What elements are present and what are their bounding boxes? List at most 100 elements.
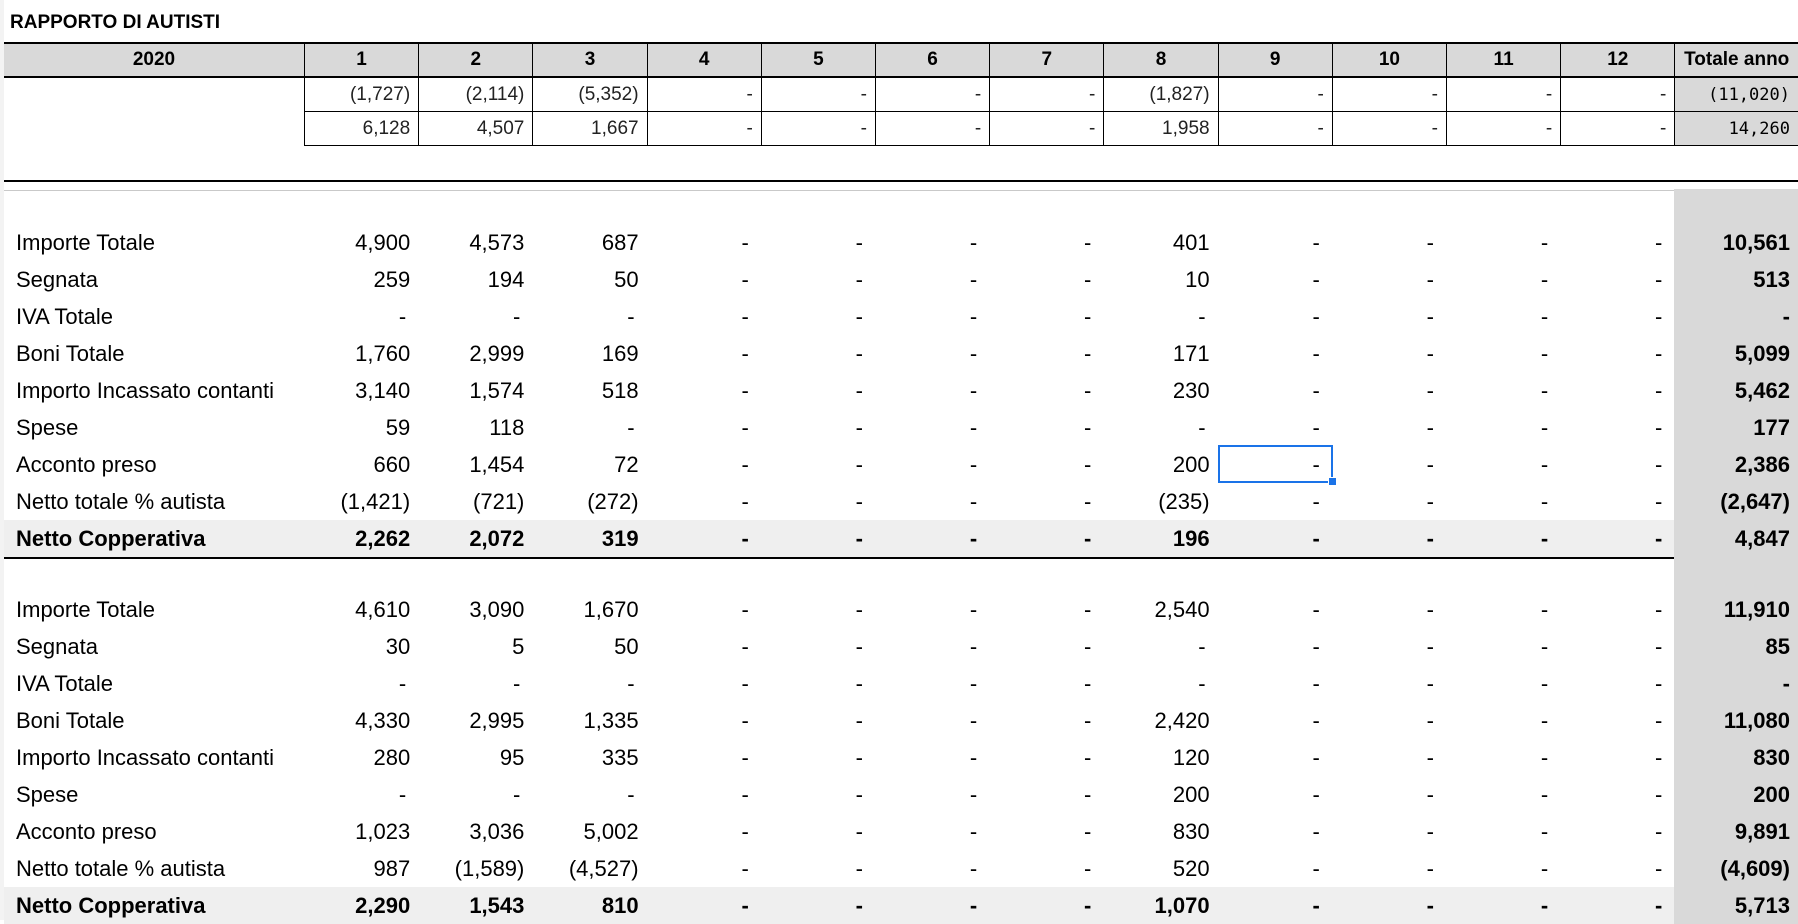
row-total[interactable]: 85 bbox=[1765, 633, 1790, 659]
data-cell[interactable]: - bbox=[513, 303, 521, 329]
data-cell[interactable]: - bbox=[1312, 781, 1320, 807]
data-cell[interactable]: - bbox=[741, 414, 749, 440]
row-label[interactable]: Segnata bbox=[16, 633, 98, 659]
header-month-8[interactable]: 8 bbox=[1103, 42, 1217, 78]
summary-cell[interactable]: - bbox=[875, 112, 990, 146]
summary-cell[interactable]: (1,827) bbox=[1103, 78, 1218, 112]
data-cell[interactable]: - bbox=[1312, 488, 1320, 514]
row-label[interactable]: Importe Totale bbox=[16, 596, 156, 622]
data-cell[interactable]: 1,335 bbox=[583, 707, 639, 733]
row-label[interactable]: Spese bbox=[16, 414, 79, 440]
data-cell[interactable]: - bbox=[855, 340, 863, 366]
header-month-9[interactable]: 9 bbox=[1217, 42, 1332, 78]
data-cell[interactable]: - bbox=[1540, 818, 1549, 844]
data-cell[interactable]: - bbox=[1426, 781, 1434, 807]
row-label[interactable]: Spese bbox=[16, 781, 79, 807]
data-cell[interactable]: - bbox=[1312, 707, 1320, 733]
data-cell[interactable]: - bbox=[969, 451, 978, 477]
data-cell[interactable]: - bbox=[741, 855, 749, 881]
data-cell[interactable]: - bbox=[1312, 377, 1320, 403]
data-cell[interactable]: 1,574 bbox=[469, 377, 525, 403]
data-cell[interactable]: 687 bbox=[601, 229, 639, 255]
summary-cell[interactable]: (1,727) bbox=[304, 78, 419, 112]
data-cell[interactable]: - bbox=[1312, 633, 1320, 659]
header-year[interactable]: 2020 bbox=[132, 49, 176, 70]
data-cell[interactable]: - bbox=[1540, 525, 1549, 551]
data-cell[interactable]: 2,262 bbox=[355, 525, 411, 551]
data-cell[interactable]: - bbox=[969, 818, 978, 844]
data-cell[interactable]: 95 bbox=[499, 744, 525, 770]
row-total[interactable]: 5,462 bbox=[1734, 377, 1790, 403]
data-cell[interactable]: 810 bbox=[601, 892, 639, 918]
data-cell[interactable]: - bbox=[1312, 596, 1320, 622]
summary-cell[interactable]: - bbox=[1560, 112, 1675, 146]
data-cell[interactable]: - bbox=[1084, 488, 1092, 514]
data-cell[interactable]: - bbox=[969, 744, 978, 770]
summary-cell[interactable]: - bbox=[1331, 112, 1446, 146]
data-cell[interactable]: 30 bbox=[385, 633, 411, 659]
data-cell[interactable]: 335 bbox=[601, 744, 639, 770]
row-label[interactable]: Acconto preso bbox=[16, 451, 157, 477]
summary-cell[interactable]: - bbox=[646, 112, 761, 146]
data-cell[interactable]: - bbox=[855, 596, 863, 622]
data-cell[interactable]: - bbox=[398, 670, 407, 696]
data-cell[interactable]: 1,070 bbox=[1154, 892, 1210, 918]
data-cell[interactable]: - bbox=[969, 781, 978, 807]
row-label[interactable]: Boni Totale bbox=[16, 340, 125, 366]
data-cell[interactable]: - bbox=[1312, 414, 1320, 440]
summary-cell[interactable]: (2,114) bbox=[418, 78, 533, 112]
data-cell[interactable]: 169 bbox=[601, 340, 639, 366]
data-cell[interactable]: (235) bbox=[1158, 488, 1210, 514]
row-total[interactable]: 10,561 bbox=[1722, 229, 1790, 255]
data-cell[interactable]: - bbox=[1426, 303, 1434, 329]
data-cell[interactable]: - bbox=[627, 303, 635, 329]
data-cell[interactable]: 10 bbox=[1185, 266, 1210, 292]
data-cell[interactable]: - bbox=[1312, 818, 1320, 844]
summary-cell[interactable]: 4,507 bbox=[418, 112, 533, 146]
summary-cell[interactable]: 6,128 bbox=[304, 112, 419, 146]
data-cell[interactable]: - bbox=[1312, 525, 1320, 551]
data-cell[interactable]: - bbox=[855, 855, 863, 881]
data-cell[interactable]: - bbox=[1312, 229, 1320, 255]
data-cell[interactable]: - bbox=[969, 596, 978, 622]
summary-cell[interactable]: - bbox=[989, 78, 1104, 112]
data-cell[interactable]: (721) bbox=[473, 488, 525, 514]
data-cell[interactable]: 4,610 bbox=[355, 596, 411, 622]
summary-cell[interactable]: - bbox=[1446, 78, 1561, 112]
data-cell[interactable]: 118 bbox=[489, 414, 525, 440]
row-label[interactable]: Acconto preso bbox=[16, 818, 157, 844]
data-cell[interactable]: - bbox=[855, 377, 863, 403]
data-cell[interactable]: - bbox=[1655, 744, 1663, 770]
data-cell[interactable]: 1,454 bbox=[469, 451, 525, 477]
data-cell[interactable]: 401 bbox=[1172, 229, 1210, 255]
data-cell[interactable]: 2,540 bbox=[1154, 596, 1210, 622]
data-cell[interactable]: 2,995 bbox=[469, 707, 525, 733]
data-cell[interactable]: - bbox=[969, 229, 978, 255]
data-cell[interactable]: - bbox=[1540, 892, 1549, 918]
data-cell[interactable]: 2,420 bbox=[1154, 707, 1210, 733]
header-total-anno[interactable]: Totale anno bbox=[1674, 42, 1798, 78]
data-cell[interactable]: - bbox=[741, 488, 749, 514]
data-cell[interactable]: - bbox=[1540, 266, 1549, 292]
row-total[interactable]: 11,910 bbox=[1723, 596, 1790, 622]
data-cell[interactable]: - bbox=[855, 818, 863, 844]
data-cell[interactable]: - bbox=[855, 266, 863, 292]
row-label[interactable]: IVA Totale bbox=[16, 303, 114, 329]
data-cell[interactable]: - bbox=[1540, 707, 1549, 733]
header-month-4[interactable]: 4 bbox=[646, 42, 761, 78]
data-cell[interactable]: - bbox=[1084, 633, 1092, 659]
summary-cell[interactable]: - bbox=[1217, 112, 1332, 146]
data-cell[interactable]: 518 bbox=[601, 377, 639, 403]
header-month-11[interactable]: 11 bbox=[1446, 42, 1560, 78]
data-cell[interactable]: - bbox=[1198, 633, 1206, 659]
summary-cell[interactable]: (5,352) bbox=[532, 78, 647, 112]
netto-copperativa-label[interactable]: Netto Copperativa bbox=[16, 525, 206, 551]
data-cell[interactable]: - bbox=[855, 488, 863, 514]
data-cell[interactable]: - bbox=[1426, 707, 1434, 733]
header-month-5[interactable]: 5 bbox=[760, 42, 875, 78]
data-cell[interactable]: - bbox=[1312, 670, 1320, 696]
data-cell[interactable]: 2,999 bbox=[469, 340, 525, 366]
data-cell[interactable]: 50 bbox=[614, 633, 639, 659]
data-cell[interactable]: - bbox=[1426, 855, 1434, 881]
data-cell[interactable]: - bbox=[1084, 855, 1092, 881]
